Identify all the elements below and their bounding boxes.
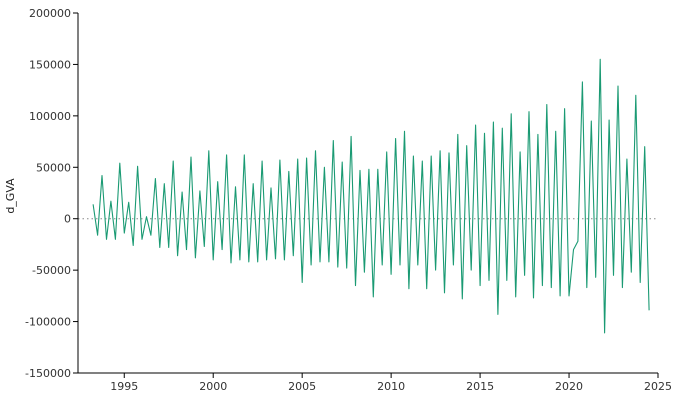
x-tick-label: 2005: [288, 380, 316, 393]
plot-area: [78, 58, 658, 334]
y-tick-label: -150000: [25, 367, 71, 380]
y-tick-label: -50000: [32, 264, 71, 277]
y-tick-label: 100000: [29, 110, 71, 123]
y-tick-label: -100000: [25, 316, 71, 329]
y-axis-ticks: -150000 -100000 -50000 0 50000 100000 150000 20…: [25, 7, 78, 380]
x-tick-label: 2025: [644, 380, 672, 393]
x-tick-label: 1995: [110, 380, 138, 393]
x-axis-ticks: 1995 2000 2005 2010 2015 2020 2025: [110, 373, 672, 393]
x-tick-label: 2020: [555, 380, 583, 393]
x-tick-label: 2015: [466, 380, 494, 393]
x-tick-label: 2010: [377, 380, 405, 393]
y-axis-label: d_GVA: [4, 178, 17, 214]
y-tick-label: 0: [64, 213, 71, 226]
series-line-d-gva: [92, 58, 650, 334]
y-tick-label: 200000: [29, 7, 71, 20]
y-tick-label: 150000: [29, 58, 71, 71]
x-tick-label: 2000: [199, 380, 227, 393]
y-tick-label: 50000: [36, 161, 71, 174]
